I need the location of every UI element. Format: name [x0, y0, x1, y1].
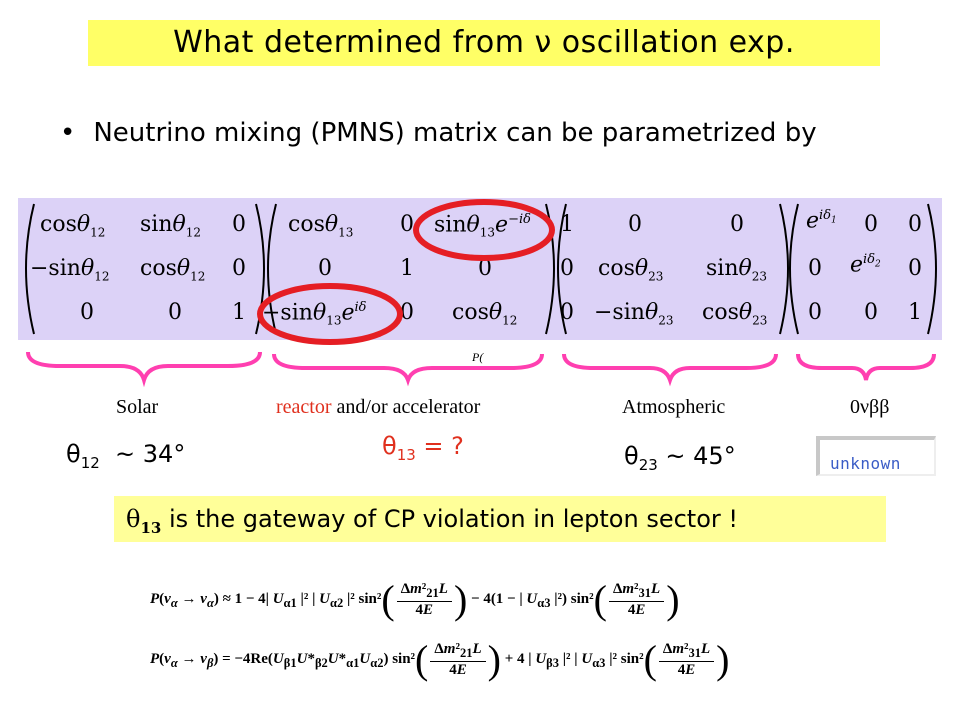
bullet-text: Neutrino mixing (PMNS) matrix can be par… — [93, 118, 817, 148]
matrix-cell: 0 — [560, 300, 574, 325]
matrix-cell: sinθ12 — [140, 212, 202, 240]
matrix-cell: 0 — [478, 256, 492, 281]
matrix-cell: cosθ23 — [702, 300, 768, 328]
theta-subscript: 23 — [638, 455, 658, 474]
matrix-cell: 0 — [808, 300, 822, 325]
matrix-cell: 1 — [560, 212, 574, 237]
matrix-cell: sinθ13e−iδ — [434, 212, 531, 240]
matrix-cell: 0 — [864, 300, 878, 325]
matrix-cell: 0 — [400, 212, 414, 237]
theta-symbol: θ — [126, 505, 141, 533]
equation-survival-text: P(να → να) ≈ 1 − 4| Uα1 |² | Uα2 |² sin² — [150, 591, 382, 611]
theta23-value: θ23 ~ 45° — [624, 442, 736, 474]
matrix-cell: 0 — [168, 300, 182, 325]
matrix-cell: 0 — [232, 212, 246, 237]
matrix-cell: 0 — [808, 256, 822, 281]
bullet-line: • Neutrino mixing (PMNS) matrix can be pa… — [60, 118, 817, 148]
matrix-cell: −sinθ13eiδ — [262, 300, 367, 328]
unknown-label: unknown — [830, 454, 901, 473]
matrix-cell: 0 — [560, 256, 574, 281]
matrix-cell: 0 — [908, 256, 922, 281]
matrix-cell: 0 — [400, 300, 414, 325]
angle-value: = ? — [415, 432, 464, 460]
matrix-cell: 1 — [400, 256, 414, 281]
matrix-cell: 1 — [232, 300, 246, 325]
matrix-cell: 0 — [232, 256, 246, 281]
matrix-cell: 1 — [908, 300, 922, 325]
theta-subscript: 13 — [140, 518, 162, 537]
equation-appearance: P(να → νβ) = −4Re(Uβ1U*β2U*α1Uα2) sin²(Δ… — [150, 637, 730, 682]
label-solar: Solar — [116, 396, 159, 418]
label-double-beta: 0νββ — [850, 396, 890, 418]
matrix-cell: −sinθ23 — [594, 300, 674, 328]
bullet-marker: • — [60, 118, 76, 148]
matrix-cell: 0 — [318, 256, 332, 281]
angle-value: ~ 45° — [657, 442, 736, 470]
brace-solar — [26, 351, 262, 388]
theta-subscript: 12 — [80, 453, 100, 472]
label-reactor-accelerator: reactor and/or accelerator — [276, 396, 480, 419]
gateway-statement: θ13 is the gateway of CP violation in le… — [114, 496, 886, 542]
matrix-cell: 0 — [864, 212, 878, 237]
theta-symbol: θ — [624, 442, 639, 470]
label-and-or-accelerator: and/or accelerator — [331, 396, 481, 418]
unknown-box: unknown — [816, 436, 936, 476]
theta12-value: θ12 ~ 34° — [66, 440, 185, 472]
stray-label: P( — [472, 350, 484, 364]
theta-symbol: θ — [382, 432, 397, 460]
brace-atmospheric — [562, 353, 778, 387]
matrix-cell: cosθ12 — [452, 300, 518, 328]
matrix-cell: −sinθ12 — [30, 256, 110, 284]
theta-subscript: 13 — [396, 445, 416, 464]
brace-reactor — [272, 353, 544, 387]
angle-value: ~ 34° — [99, 440, 186, 468]
equation-survival: P(να → να) ≈ 1 − 4| Uα1 |² | Uα2 |² sin²… — [150, 577, 680, 622]
matrix-cell: eiδ1 — [806, 208, 837, 234]
slide-title: What determined from ν oscillation exp. — [88, 20, 880, 66]
brace-double-beta — [796, 353, 936, 381]
matrix-cell: cosθ12 — [140, 256, 206, 284]
matrix-cell: cosθ13 — [288, 212, 354, 240]
gateway-text: is the gateway of CP violation in lepton… — [161, 505, 738, 533]
highlight-circle-lower — [257, 283, 403, 345]
label-reactor: reactor — [276, 396, 332, 418]
matrix-cell: cosθ12 — [40, 212, 106, 240]
theta-symbol: θ — [66, 440, 81, 468]
matrix-cell: eiδ2 — [850, 252, 881, 278]
matrix-cell: cosθ23 — [598, 256, 664, 284]
matrix-cell: 0 — [80, 300, 94, 325]
theta13-value: θ13 = ? — [382, 432, 464, 464]
matrix-cell: 0 — [628, 212, 642, 237]
highlight-circle-upper — [413, 199, 555, 261]
matrix-cell: sinθ23 — [706, 256, 768, 284]
matrix-cell: 0 — [908, 212, 922, 237]
label-atmospheric: Atmospheric — [622, 396, 726, 418]
matrix-cell: 0 — [730, 212, 744, 237]
equation-appearance-text: P(να → νβ) = −4Re(Uβ1U*β2U*α1Uα2) sin² — [150, 651, 416, 671]
